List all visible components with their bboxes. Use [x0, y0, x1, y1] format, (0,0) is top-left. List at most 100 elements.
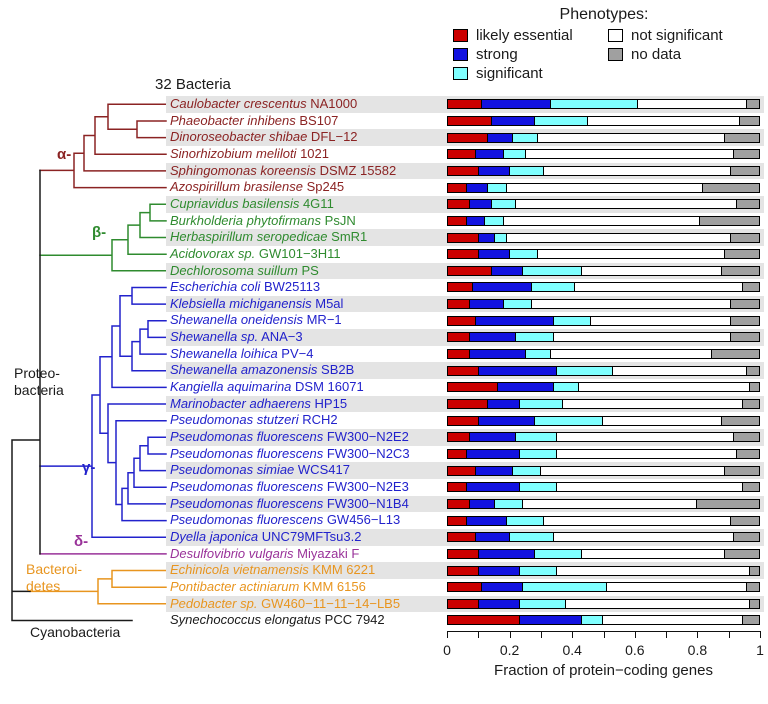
strain-name: KMM 6156	[299, 578, 366, 594]
species-name: Shewanella sp.	[170, 329, 259, 345]
strain-name: BS107	[295, 112, 339, 128]
phylum-label-proteobacteria: Proteo- bacteria	[14, 365, 64, 399]
bar-segment-significant	[488, 183, 508, 192]
legend-swatch-likely-essential	[453, 29, 468, 42]
strain-name: FW300−N2C3	[323, 445, 410, 461]
species-name: Azospirillum brasilense	[170, 179, 303, 195]
bar-segment-not-significant	[575, 283, 744, 292]
strain-name: PsJN	[321, 212, 356, 228]
bar-segment-strong	[482, 583, 523, 592]
bar-segment-significant	[581, 616, 604, 625]
bar-segment-strong	[475, 150, 504, 159]
bar-segment-significant	[525, 350, 551, 359]
species-name: Burkholderia phytofirmans	[170, 212, 322, 228]
bar-segment-no-data	[734, 533, 759, 542]
bar-segment-no-data	[746, 100, 759, 109]
bar-segment-strong	[479, 366, 557, 375]
bar-segment-not-significant	[556, 566, 750, 575]
phenotype-bar	[447, 382, 760, 393]
species-name: Sinorhizobium meliloti	[170, 145, 297, 161]
legend-swatch-significant	[453, 67, 468, 80]
bar-segment-not-significant	[637, 100, 747, 109]
phylum-label-line: Bacteroi-	[26, 561, 83, 577]
strain-name: PS	[297, 262, 319, 278]
bar-segment-strong	[472, 283, 532, 292]
bar-segment-significant	[516, 333, 554, 342]
bar-segment-not-significant	[550, 350, 713, 359]
species-name: Dechlorosoma suillum	[170, 262, 298, 278]
strain-name: ANA−3	[258, 329, 303, 345]
bar-segment-likely-essential	[448, 150, 476, 159]
taxa-count-heading: 32 Bacteria	[155, 76, 231, 93]
bar-segment-not-significant	[538, 250, 725, 259]
taxon-label: Shewanella sp. ANA−3	[170, 329, 303, 346]
legend-label: no data	[631, 46, 682, 63]
bar-segment-not-significant	[522, 499, 697, 508]
phenotype-bar	[447, 249, 760, 260]
strain-name: FW300−N2E2	[323, 429, 409, 444]
bar-segment-no-data	[730, 233, 759, 242]
taxon-label: Pontibacter actiniarum KMM 6156	[170, 579, 366, 596]
taxon-label: Synechococcus elongatus PCC 7942	[170, 612, 385, 629]
taxon-label: Shewanella loihica PV−4	[170, 346, 313, 363]
axis-tick	[603, 632, 605, 638]
bar-segment-strong	[479, 566, 520, 575]
phylum-label-line: detes	[26, 578, 61, 594]
species-name: Echinicola vietnamensis	[170, 562, 309, 578]
strain-name: 4G11	[299, 195, 334, 211]
bar-segment-significant	[485, 216, 504, 225]
bar-segment-not-significant	[587, 116, 741, 125]
axis-tick	[666, 632, 668, 638]
strain-name: SB2B	[317, 362, 355, 378]
bar-segment-no-data	[737, 449, 759, 458]
strain-name: FW300−N2E3	[323, 478, 409, 494]
taxon-label: Pedobacter sp. GW460−11−11−14−LB5	[170, 596, 400, 613]
phenotype-bar	[447, 415, 760, 426]
bar-segment-strong	[469, 433, 517, 442]
bar-segment-not-significant	[603, 616, 744, 625]
taxon-label: Desulfovibrio vulgaris Miyazaki F	[170, 546, 359, 563]
phenotype-bar	[447, 498, 760, 509]
bar-segment-not-significant	[556, 483, 744, 492]
bar-segment-strong	[466, 216, 486, 225]
taxon-label: Herbaspirillum seropedicae SmR1	[170, 229, 367, 246]
bar-segment-not-significant	[556, 449, 738, 458]
bar-segment-no-data	[734, 433, 759, 442]
phylum-label-line: Cyanobacteria	[30, 624, 121, 640]
legend-item: not significant	[608, 28, 723, 43]
bar-segment-not-significant	[553, 533, 735, 542]
clade-label-gamma: γ-	[82, 459, 96, 476]
legend-item: no data	[608, 47, 723, 62]
bar-segment-significant	[507, 516, 545, 525]
species-name: Pedobacter sp.	[170, 595, 258, 611]
legend-label: strong	[476, 46, 518, 63]
bar-segment-likely-essential	[448, 133, 489, 142]
bar-segment-strong	[466, 449, 520, 458]
bar-segment-likely-essential	[448, 216, 467, 225]
phenotype-bar	[447, 548, 760, 559]
x-axis-title: Fraction of protein−coding genes	[494, 662, 713, 679]
bar-segment-not-significant	[525, 150, 735, 159]
bar-segment-likely-essential	[448, 516, 467, 525]
bar-segment-strong	[479, 549, 536, 558]
bar-segment-significant	[510, 166, 545, 175]
legend-label: not significant	[631, 27, 723, 44]
bar-segment-no-data	[743, 283, 759, 292]
bar-segment-strong	[469, 499, 495, 508]
bar-segment-significant	[519, 400, 564, 408]
bar-segment-likely-essential	[448, 449, 467, 458]
strain-name: RCH2	[298, 412, 338, 428]
species-name: Klebsiella michiganensis	[170, 295, 312, 311]
bar-segment-not-significant	[531, 300, 731, 309]
bar-segment-not-significant	[581, 549, 725, 558]
taxon-label: Pseudomonas fluorescens FW300−N1B4	[170, 496, 409, 513]
taxon-label: Pseudomonas fluorescens FW300−N2E2	[170, 429, 409, 446]
taxon-label: Dyella japonica UNC79MFTsu3.2	[170, 529, 361, 546]
axis-tick-label: 0.6	[625, 642, 645, 658]
bar-segment-no-data	[724, 133, 759, 142]
bar-segment-significant	[550, 100, 638, 109]
taxon-label: Phaeobacter inhibens BS107	[170, 113, 338, 130]
axis-tick	[540, 632, 542, 638]
phenotype-bar	[447, 165, 760, 176]
bar-segment-no-data	[730, 316, 759, 325]
